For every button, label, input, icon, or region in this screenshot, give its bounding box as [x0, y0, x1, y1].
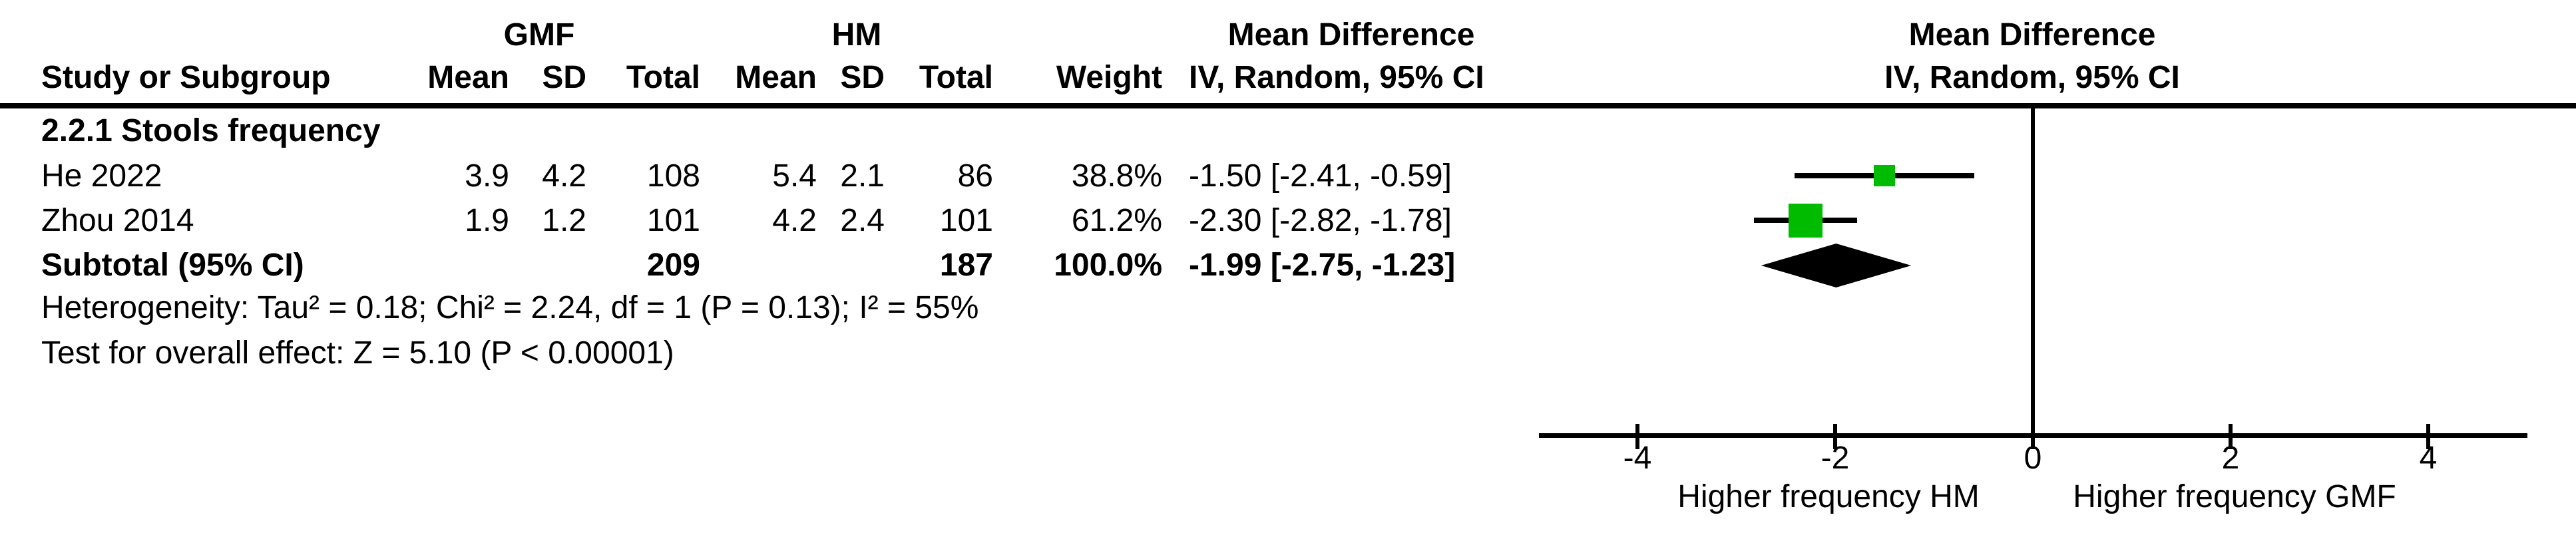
axis-label-right: Higher frequency GMF	[2073, 479, 2396, 514]
axis-tick-label: -4	[1623, 441, 1652, 476]
effect-square	[1788, 203, 1823, 238]
axis-tick	[2229, 424, 2233, 449]
hm-sd-cell: 2.4	[840, 203, 885, 238]
gmf-mean-cell: 3.9	[465, 158, 509, 194]
overall-effect-text: Test for overall effect: Z = 5.10 (P < 0…	[41, 335, 674, 371]
subtotal-md-ci: -1.99 [-2.75, -1.23]	[1189, 248, 1456, 283]
axis-tick-label: 0	[2024, 441, 2042, 476]
subtotal-hm-total: 187	[939, 248, 993, 283]
hm-total-cell: 86	[957, 158, 993, 194]
hm-total-cell: 101	[939, 203, 993, 238]
gmf-sd-cell: 4.2	[542, 158, 586, 194]
gmf-sd-cell: 1.2	[542, 203, 586, 238]
subtotal-diamond	[1761, 244, 1912, 287]
iv-random-plot-header: IV, Random, 95% CI	[1884, 60, 2180, 95]
axis-tick	[2426, 424, 2430, 449]
hm-mean-header: Mean	[735, 60, 817, 95]
axis-tick-label: -2	[1821, 441, 1850, 476]
md-ci-cell: -1.50 [-2.41, -0.59]	[1189, 158, 1452, 194]
group-header-gmf: GMF	[503, 17, 575, 53]
subtotal-gmf-total: 209	[646, 248, 700, 283]
plot-zero-line	[2031, 108, 2035, 436]
hm-mean-cell: 4.2	[772, 203, 817, 238]
iv-random-column-header: IV, Random, 95% CI	[1189, 60, 1484, 95]
study-name: Zhou 2014	[41, 203, 194, 238]
axis-tick-label: 4	[2419, 441, 2438, 476]
heterogeneity-text: Heterogeneity: Tau² = 0.18; Chi² = 2.24,…	[41, 290, 979, 325]
gmf-total-cell: 101	[646, 203, 700, 238]
hm-sd-header: SD	[840, 60, 885, 95]
gmf-sd-header: SD	[542, 60, 586, 95]
subtotal-label: Subtotal (95% CI)	[41, 248, 304, 283]
axis-tick	[1635, 424, 1639, 449]
axis-label-left: Higher frequency HM	[1677, 479, 1980, 514]
axis-tick-label: 2	[2221, 441, 2240, 476]
header-separator-line	[0, 103, 2576, 108]
weight-cell: 61.2%	[1071, 203, 1162, 238]
axis-tick	[2031, 424, 2035, 449]
md-ci-cell: -2.30 [-2.82, -1.78]	[1189, 203, 1452, 238]
effect-square	[1874, 165, 1896, 186]
subgroup-title: 2.2.1 Stools frequency	[41, 113, 381, 148]
gmf-total-cell: 108	[646, 158, 700, 194]
hm-mean-cell: 5.4	[772, 158, 817, 194]
study-name: He 2022	[41, 158, 162, 194]
group-header-hm: HM	[831, 17, 882, 53]
subtotal-weight: 100.0%	[1054, 248, 1162, 283]
weight-cell: 38.8%	[1071, 158, 1162, 194]
gmf-total-header: Total	[626, 60, 700, 95]
study-column-header: Study or Subgroup	[41, 60, 331, 95]
gmf-mean-cell: 1.9	[465, 203, 509, 238]
md-plot-title: Mean Difference	[1908, 17, 2156, 53]
md-column-title: Mean Difference	[1227, 17, 1475, 53]
gmf-mean-header: Mean	[427, 60, 509, 95]
axis-tick	[1833, 424, 1837, 449]
weight-column-header: Weight	[1056, 60, 1162, 95]
hm-total-header: Total	[919, 60, 993, 95]
hm-sd-cell: 2.1	[840, 158, 885, 194]
